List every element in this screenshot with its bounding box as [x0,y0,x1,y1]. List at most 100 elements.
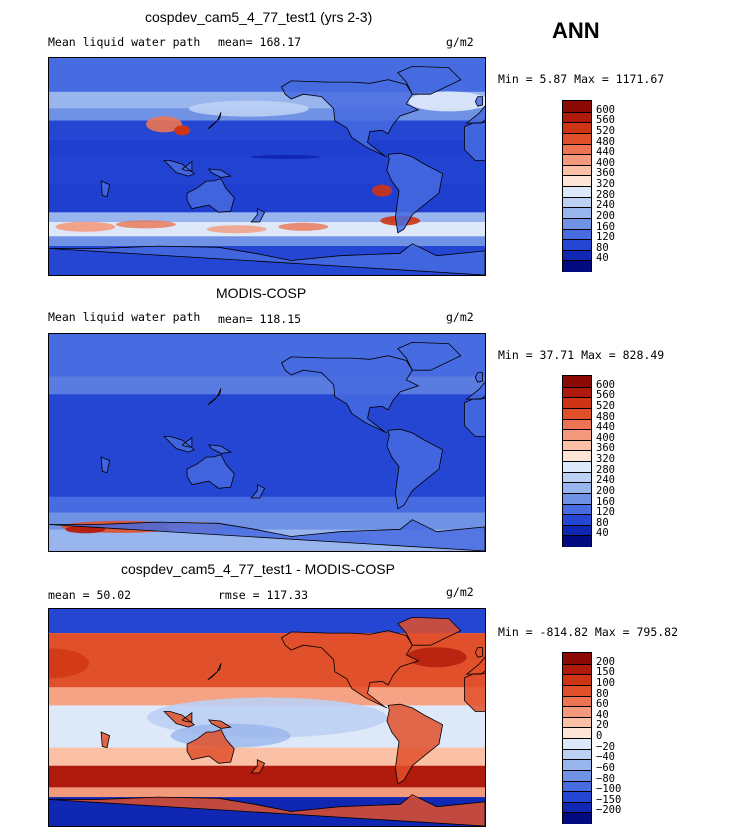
colorbar-swatch [563,249,591,262]
colorbar-level-label: 440 [596,421,615,434]
colorbar-level-label: 120 [596,231,615,244]
colorbar-level-label: 20 [596,719,609,732]
colorbar-swatch [563,429,591,441]
colorbar-level-label: −40 [596,751,615,764]
colorbar-swatch [563,239,591,251]
colorbar-level-label: 120 [596,506,615,519]
colorbar-level-label: 80 [596,241,609,254]
colorbar-level-label: 160 [596,495,615,508]
colorbar-swatch [563,482,591,494]
colorbar-level-label: 440 [596,146,615,159]
panel-1-colorbar [562,100,592,272]
colorbar-swatch [563,122,591,134]
colorbar-level-label: 560 [596,389,615,402]
colorbar-swatch [563,196,591,209]
colorbar-swatch [563,397,591,409]
colorbar-swatch [563,154,591,166]
colorbar-level-label: −150 [596,793,622,806]
colorbar-swatch [563,738,591,750]
colorbar-level-label: 40 [596,708,609,721]
colorbar-level-label: 560 [596,114,615,127]
colorbar-level-label: 100 [596,676,615,689]
colorbar-swatch [563,260,591,272]
panel-3-minmax: Min = -814.82 Max = 795.82 [498,625,679,639]
colorbar-level-label: 480 [596,135,615,148]
colorbar-level-label: 240 [596,199,615,212]
colorbar-swatch [563,801,591,814]
colorbar-swatch [563,471,591,484]
colorbar-level-label: 360 [596,442,615,455]
colorbar-level-label: 200 [596,209,615,222]
colorbar-level-label: 600 [596,103,615,116]
panel-1-units: g/m2 [446,35,474,49]
colorbar-swatch [563,386,591,399]
colorbar-level-label: 60 [596,698,609,711]
colorbar-swatch [563,653,591,665]
season-label: ANN [552,18,600,43]
colorbar-swatch [563,663,591,676]
panel-1-map [48,57,486,276]
panel-1-title: cospdev_cam5_4_77_test1 (yrs 2-3) [145,9,373,25]
panel-3-colorbar [562,652,592,824]
colorbar-level-label: 360 [596,167,615,180]
panel-3-map [48,608,486,827]
colorbar-swatch [563,791,591,803]
colorbar-swatch [563,748,591,761]
panel-3-units: g/m2 [446,585,474,599]
colorbar-swatch [563,111,591,124]
panel-2-units: g/m2 [446,310,474,324]
colorbar-swatch [563,418,591,431]
colorbar-swatch [563,759,591,771]
panel-1-minmax: Min = 5.87 Max = 1171.67 [498,72,665,86]
colorbar-level-label: 400 [596,156,615,169]
colorbar-swatch [563,143,591,156]
colorbar-swatch [563,186,591,198]
colorbar-level-label: 520 [596,124,615,137]
colorbar-level-label: 40 [596,252,609,265]
panel-2-minmax: Min = 37.71 Max = 828.49 [498,348,665,362]
colorbar-level-label: 400 [596,431,615,444]
colorbar-level-label: 520 [596,399,615,412]
colorbar-swatch [563,674,591,686]
panel-2-variable-label: Mean liquid water path [48,310,201,324]
colorbar-swatch [563,164,591,177]
colorbar-level-label: 0 [596,730,603,742]
colorbar-level-label: 240 [596,474,615,487]
colorbar-level-label: 150 [596,666,615,679]
panel-1-variable-label: Mean liquid water path [48,35,201,49]
colorbar-swatch [563,727,591,739]
colorbar-level-label: −60 [596,761,615,774]
colorbar-swatch [563,812,591,824]
colorbar-level-label: 40 [596,527,609,540]
colorbar-level-label: −20 [596,740,615,753]
colorbar-swatch [563,439,591,452]
colorbar-level-label: 80 [596,687,609,700]
panel-3-mean-label: mean = 50.02 [48,588,132,602]
panel-3-title: cospdev_cam5_4_77_test1 - MODIS-COSP [121,561,395,577]
colorbar-level-label: 320 [596,178,615,190]
colorbar-swatch [563,769,591,782]
colorbar-swatch [563,228,591,241]
colorbar-level-label: 200 [596,655,615,668]
colorbar-level-label: 280 [596,188,615,201]
colorbar-swatch [563,492,591,505]
colorbar-level-label: 600 [596,378,615,391]
colorbar-swatch [563,684,591,697]
colorbar-level-label: 480 [596,410,615,423]
colorbar-swatch [563,132,591,145]
colorbar-swatch [563,175,591,187]
colorbar-swatch [563,535,591,547]
colorbar-level-label: 280 [596,463,615,476]
panel-2-map [48,333,486,552]
panel-1-mean-label: mean= 168.17 [218,35,302,49]
colorbar-swatch [563,695,591,708]
colorbar-swatch [563,207,591,219]
colorbar-level-label: −100 [596,783,622,796]
colorbar-swatch [563,780,591,793]
colorbar-swatch [563,514,591,526]
colorbar-swatch [563,716,591,729]
colorbar-level-label: −200 [596,804,622,817]
colorbar-swatch [563,217,591,230]
colorbar-swatch [563,461,591,473]
panel-2-colorbar [562,375,592,547]
